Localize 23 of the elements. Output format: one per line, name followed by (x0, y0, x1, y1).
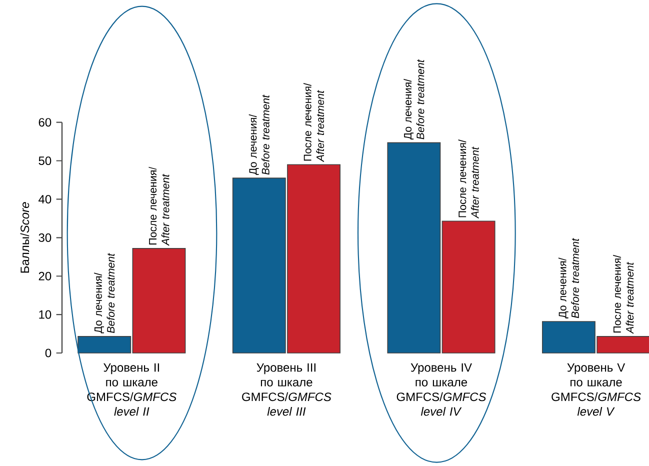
y-tick-label: 30 (38, 233, 52, 242)
x-tick-label: Уровень III по шкале GMFCS/GMFCS level III (242, 363, 332, 416)
y-axis-title: Баллы/Score (20, 202, 30, 273)
y-tick-label: 50 (38, 156, 52, 166)
text: После лечения/ After treatment (613, 254, 634, 334)
y-tick-label: 0 (45, 348, 52, 358)
bar (442, 220, 496, 354)
text: До лечения/ Before treatment (94, 253, 115, 334)
bar (287, 164, 340, 354)
y-tick-label: 40 (38, 194, 52, 204)
text: До лечения/ Before treatment (248, 94, 270, 175)
text: После лечения/ After treatment (304, 83, 324, 162)
text: После лечения/ After treatment (148, 166, 170, 246)
y-tick-label: 20 (38, 272, 52, 280)
text: До лечения/ Before treatment (404, 59, 424, 140)
y-tick-label: 10 (39, 310, 52, 319)
x-tick-label: Уровень V по шкале GMFCS/GMFCS level V (552, 363, 641, 416)
bar (132, 248, 186, 354)
bar (596, 336, 649, 354)
text: После лечения/ After treatment (458, 140, 479, 219)
y-tick-label: 60 (38, 118, 52, 127)
x-tick-label: Уровень IV по шкале GMFCS/GMFCS level IV (396, 363, 486, 416)
text: До лечения/ Before treatment (558, 238, 579, 318)
